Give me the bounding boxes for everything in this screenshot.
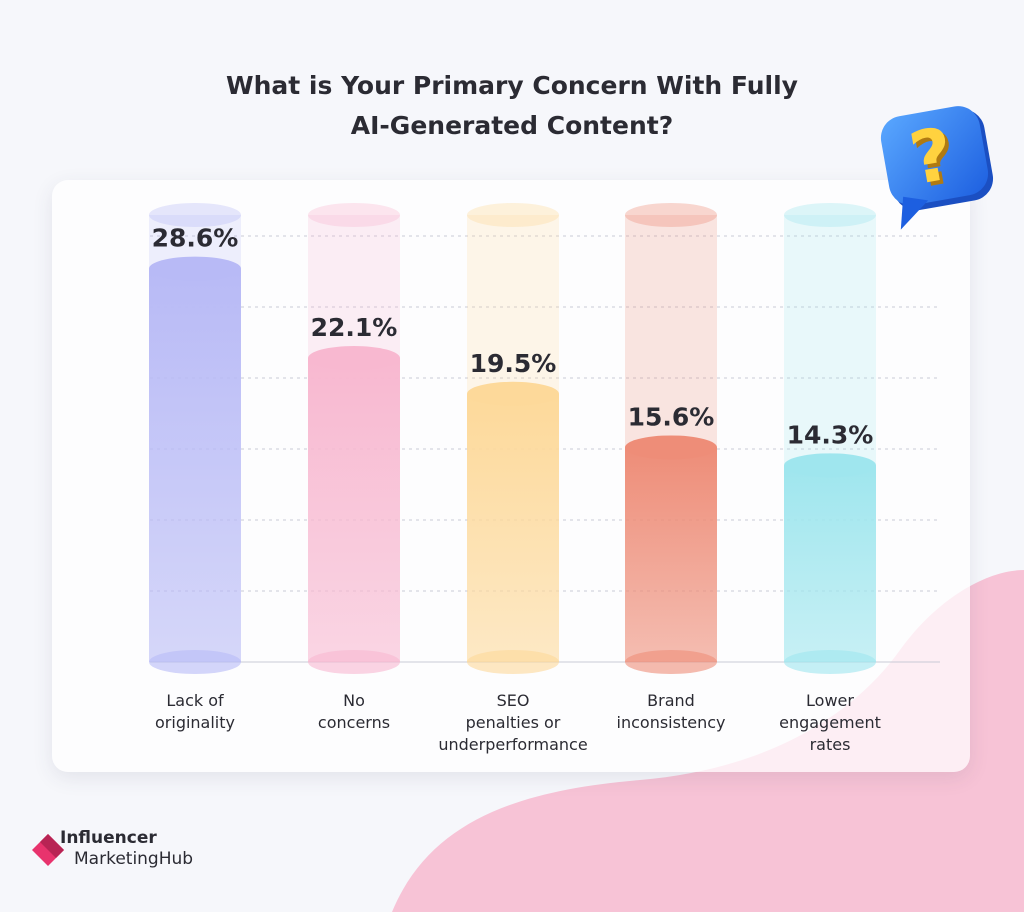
bar-track-cap	[308, 203, 400, 227]
bar-track-cap	[467, 203, 559, 227]
bar-bottom	[149, 650, 241, 674]
bar-top	[308, 346, 400, 371]
question-speech-bubble-icon: ? ?	[880, 106, 994, 230]
logo-line-1: Influencer	[60, 828, 157, 848]
logo-diamond-icon	[32, 834, 64, 866]
chart-title-line-1: What is Your Primary Concern With Fully	[226, 71, 798, 100]
bar	[308, 358, 400, 662]
bar-top	[149, 256, 241, 281]
bar-track-cap	[149, 203, 241, 227]
x-tick-label: Lower engagement rates	[779, 691, 881, 754]
logo-line-2: MarketingHub	[74, 849, 194, 869]
bar-bottom	[467, 650, 559, 674]
x-tick-label: SEO penalties or underperformance	[438, 691, 588, 754]
x-tick-label: No concerns	[317, 691, 391, 732]
bar-track-cap	[625, 203, 717, 227]
bar-top	[467, 381, 559, 406]
bar-bottom	[784, 650, 876, 674]
data-label: 19.5%	[470, 349, 557, 378]
x-tick-label: Brand inconsistency	[616, 691, 726, 732]
bar-top	[625, 435, 717, 460]
data-label: 15.6%	[628, 402, 715, 431]
data-label: 28.6%	[152, 224, 239, 253]
bar-bottom	[625, 650, 717, 674]
bar	[149, 268, 241, 662]
chart-title-line-2: AI-Generated Content?	[350, 111, 674, 140]
bar	[625, 447, 717, 662]
bar	[784, 465, 876, 662]
chart-title: What is Your Primary Concern With Fully …	[0, 66, 1024, 146]
x-tick-label: Lack of originality	[155, 691, 235, 732]
bar-top	[784, 453, 876, 478]
bar-track-cap	[784, 203, 876, 227]
bar	[467, 393, 559, 662]
data-label: 14.3%	[787, 420, 874, 449]
bar-bottom	[308, 650, 400, 674]
data-label: 22.1%	[311, 313, 398, 342]
